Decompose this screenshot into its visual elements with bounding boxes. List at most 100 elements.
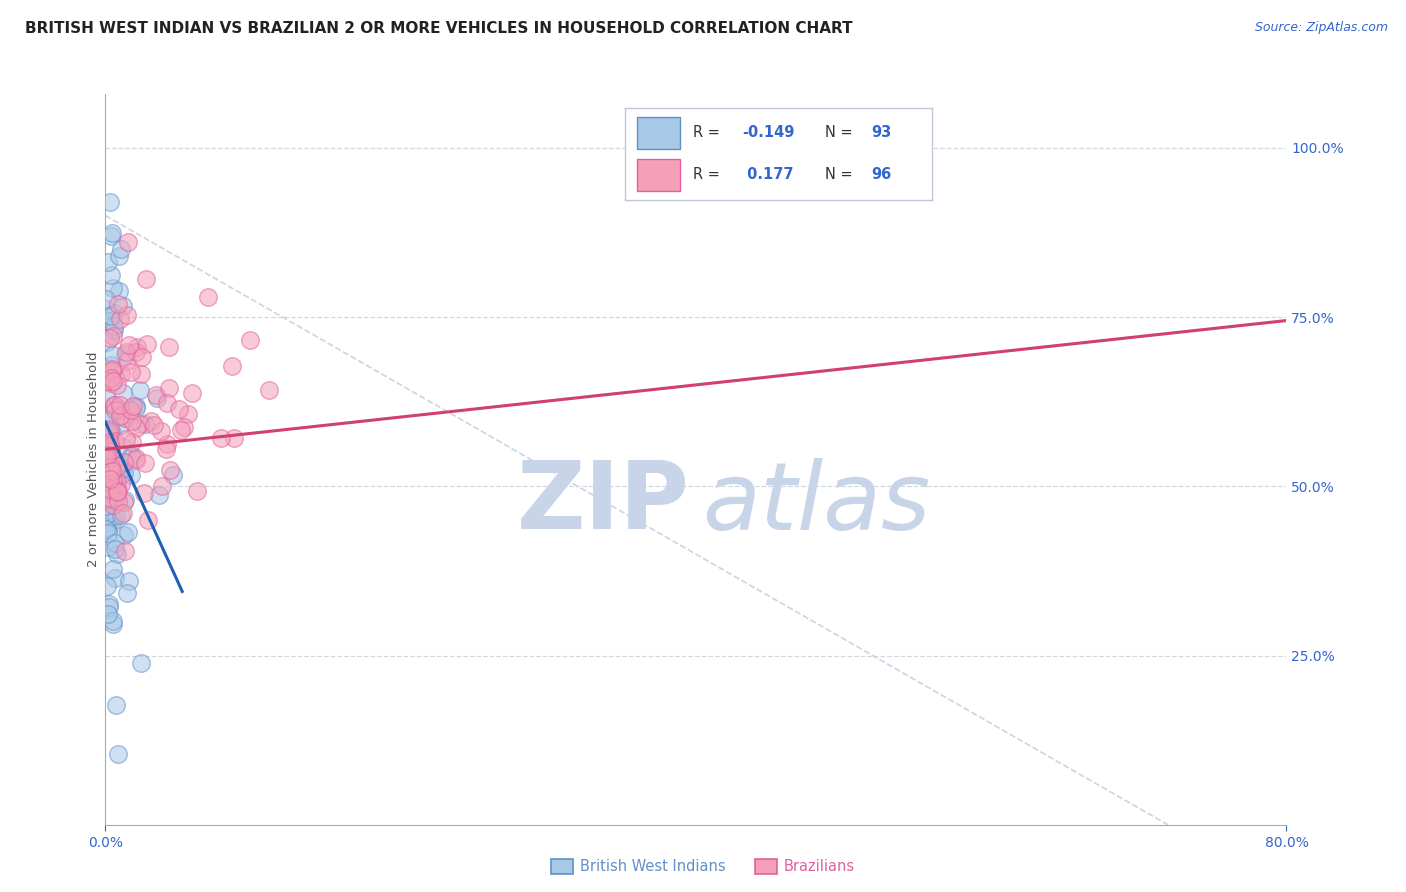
Point <box>107 493 129 508</box>
Point <box>100 509 122 524</box>
Point <box>103 483 125 498</box>
Point <box>110 476 132 491</box>
Text: Source: ZipAtlas.com: Source: ZipAtlas.com <box>1254 21 1388 35</box>
Point <box>173 420 195 434</box>
Point <box>108 459 131 474</box>
Point <box>96 412 118 426</box>
Point <box>107 483 129 498</box>
Point <box>156 437 179 451</box>
Point <box>96 525 118 540</box>
Point <box>100 467 122 482</box>
Point <box>112 495 135 509</box>
Point <box>120 365 142 379</box>
Point <box>100 268 122 282</box>
Point <box>115 308 138 322</box>
Text: BRITISH WEST INDIAN VS BRAZILIAN 2 OR MORE VEHICLES IN HOUSEHOLD CORRELATION CHA: BRITISH WEST INDIAN VS BRAZILIAN 2 OR MO… <box>25 21 853 37</box>
Point <box>108 284 131 298</box>
Point <box>100 371 122 385</box>
Point <box>104 473 127 487</box>
Point <box>101 281 124 295</box>
Point <box>98 440 121 454</box>
Point <box>97 461 120 475</box>
Point <box>121 414 143 428</box>
Point <box>110 508 132 522</box>
Point <box>97 255 120 269</box>
Point <box>120 402 142 417</box>
Point <box>97 607 120 621</box>
Point <box>104 403 127 417</box>
Point <box>105 468 128 483</box>
Point <box>101 617 124 632</box>
Point <box>103 363 125 377</box>
Point <box>108 398 131 412</box>
Point <box>186 483 208 498</box>
Point <box>94 302 117 317</box>
Point <box>101 364 124 378</box>
Point <box>197 289 219 303</box>
Point <box>114 493 136 508</box>
Point <box>101 614 124 628</box>
Point <box>100 358 122 372</box>
Point <box>97 368 120 382</box>
Point <box>112 507 135 521</box>
Point <box>167 402 190 417</box>
Text: atlas: atlas <box>702 458 931 549</box>
Point <box>145 388 167 402</box>
Point <box>96 448 118 462</box>
Point <box>170 423 193 437</box>
Text: ZIP: ZIP <box>517 458 690 549</box>
Point <box>239 333 262 347</box>
Point <box>103 328 125 343</box>
Point <box>98 600 121 615</box>
Point <box>125 345 148 359</box>
Point <box>115 354 138 368</box>
Point <box>146 391 169 405</box>
Point <box>129 367 152 381</box>
Point <box>98 491 121 505</box>
Point <box>120 467 142 482</box>
Point <box>224 431 246 445</box>
Legend: British West Indians, Brazilians: British West Indians, Brazilians <box>546 853 860 880</box>
Point <box>221 359 243 373</box>
Point <box>118 403 141 417</box>
Point <box>105 483 128 497</box>
Point <box>96 334 118 349</box>
Point <box>100 424 122 438</box>
Point <box>97 540 120 554</box>
Point <box>131 350 153 364</box>
Point <box>111 441 134 455</box>
Point <box>96 523 118 537</box>
Point <box>112 455 135 469</box>
Point <box>125 451 148 466</box>
Point <box>129 417 152 431</box>
Point <box>101 473 124 487</box>
Point <box>98 483 121 497</box>
Point <box>112 528 135 542</box>
Point <box>111 299 134 313</box>
Point <box>135 272 157 286</box>
Point <box>98 422 121 436</box>
Point <box>114 345 136 359</box>
Point <box>97 424 120 438</box>
Point <box>94 447 117 461</box>
Point <box>96 508 118 522</box>
Point <box>128 383 150 397</box>
Point <box>131 656 153 670</box>
Point <box>100 472 122 486</box>
Point <box>96 519 118 533</box>
Point <box>97 484 120 499</box>
Point <box>94 292 117 306</box>
Point <box>96 579 118 593</box>
Point <box>209 432 232 446</box>
Point <box>100 464 122 478</box>
Point <box>98 482 121 496</box>
Point <box>115 432 138 446</box>
Point <box>114 544 136 558</box>
Point <box>100 228 122 243</box>
Point <box>134 486 156 500</box>
Point <box>103 323 125 337</box>
Point <box>143 417 166 432</box>
Point <box>110 417 132 432</box>
Point <box>117 524 139 539</box>
Point <box>110 463 132 477</box>
